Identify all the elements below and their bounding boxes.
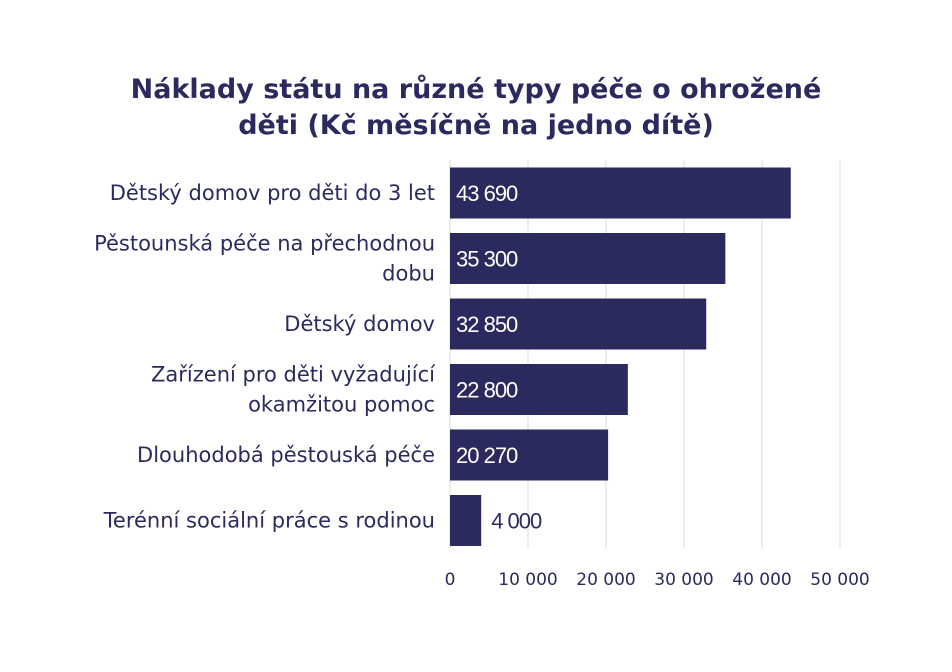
value-labels: 43 690 35 300 32 850 22 800 20 270 4 000 [456, 181, 543, 534]
x-axis-tick-labels: 0 10 000 20 000 30 000 40 000 50 000 [445, 570, 870, 590]
value-label: 22 800 [456, 378, 518, 403]
value-label: 43 690 [456, 181, 518, 206]
category-label: Dlouhodobá pěstouská péče [137, 443, 435, 467]
bar [450, 233, 726, 284]
gridlines [449, 160, 841, 548]
category-label: Zařízení pro děti vyžadující okamžitou po… [151, 363, 436, 417]
category-label: Pěstounská péče na přechodnou dobu [94, 232, 435, 286]
bars [450, 167, 791, 546]
chart-title-line-1: Náklady státu na různé typy péče o ohrož… [130, 74, 822, 105]
category-labels: Dětský domov pro děti do 3 let Pěstounská… [94, 181, 436, 533]
chart-title-line-2: děti (Kč měsíčně na jedno dítě) [238, 110, 714, 141]
x-tick-label: 40 000 [732, 570, 791, 590]
value-label: 4 000 [491, 509, 542, 534]
chart-title: Náklady státu na různé typy péče o ohrož… [0, 72, 952, 144]
x-tick-label: 30 000 [654, 570, 713, 590]
bar [450, 495, 482, 546]
bar [450, 298, 707, 350]
x-tick-label: 20 000 [576, 570, 635, 590]
x-tick-label: 10 000 [498, 570, 557, 590]
value-label: 35 300 [456, 247, 518, 272]
bar [450, 429, 609, 481]
x-tick-label: 0 [445, 570, 456, 590]
bar [450, 167, 791, 219]
category-label: Dětský domov pro děti do 3 let [110, 181, 435, 205]
x-tick-label: 50 000 [810, 570, 869, 590]
category-label: Terénní sociální práce s rodinou [103, 509, 435, 533]
category-label: Dětský domov [284, 312, 435, 336]
bar [450, 364, 628, 415]
value-label: 20 270 [456, 443, 518, 468]
value-label: 32 850 [456, 312, 518, 337]
